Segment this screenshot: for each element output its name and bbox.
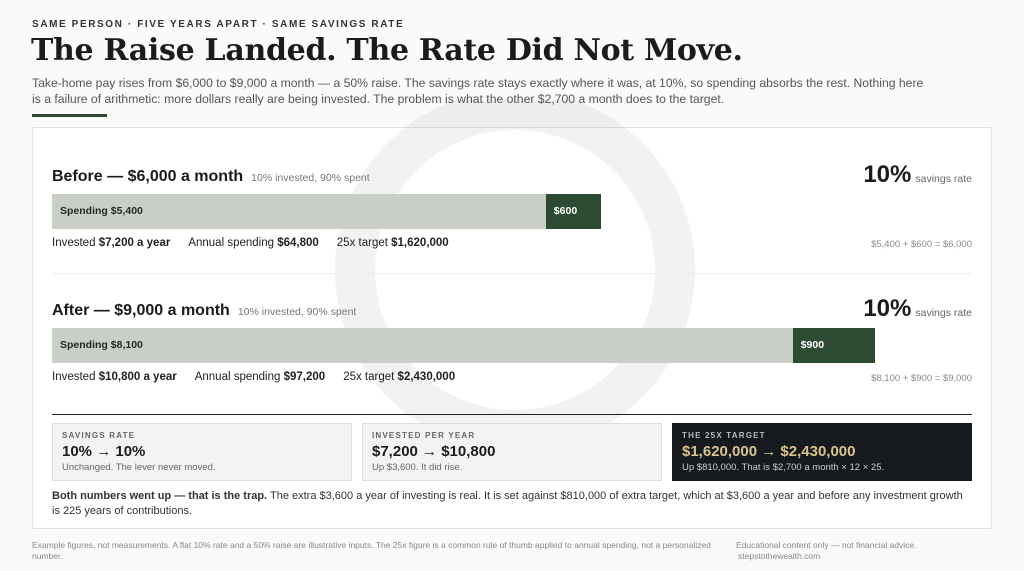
rate: 10% savings rate — [863, 295, 972, 323]
tile-note: Unchanged. The lever never moved. — [62, 462, 216, 473]
subtitle: Take-home pay rises from $6,000 to $9,00… — [32, 76, 924, 106]
stat-label: Invested — [52, 371, 96, 383]
panel-title: After — $9,000 a month 10% invested, 90% … — [52, 302, 356, 320]
panel-title-text: Before — $6,000 a month — [52, 168, 244, 185]
tile-note: Up $3,600. It did rise. — [372, 462, 463, 473]
stat-value: $97,200 — [283, 371, 326, 383]
stat-value: $1,620,000 — [391, 237, 449, 249]
rate-value: 10% — [863, 295, 912, 322]
rate-value: 10% — [863, 161, 912, 188]
kicker: SAME PERSON · FIVE YEARS APART · SAME SA… — [32, 19, 405, 30]
tile-value: $1,620,000 → $2,430,000 — [682, 443, 856, 460]
stat-value: $64,800 — [277, 237, 319, 249]
site: stepstothewealth.com — [738, 551, 821, 561]
stat-value: $2,430,000 — [397, 371, 456, 383]
stat-value: $10,800 a year — [98, 371, 177, 383]
rate: 10% savings rate — [863, 161, 972, 189]
segment-name: Spending — [60, 339, 108, 351]
bar-segment: $900 — [792, 328, 875, 363]
stat-tile: THE 25X TARGET $1,620,000 → $2,430,000 Up … — [672, 423, 972, 481]
summary: Both numbers went up — that is the trap.… — [52, 489, 972, 519]
disclaimer: Example figures, not measurements. A fla… — [32, 540, 711, 561]
stat-label: Invested — [52, 237, 96, 249]
stat-value: $7,200 a year — [98, 237, 171, 249]
bar-segment: $600 — [545, 194, 601, 229]
stat-label: 25x target — [336, 237, 388, 249]
tile-label: SAVINGS RATE — [62, 431, 136, 440]
tile-label: THE 25X TARGET — [682, 431, 766, 440]
title: The Raise Landed. The Rate Did Not Move. — [31, 33, 743, 68]
tile-value: 10% → 10% — [62, 443, 146, 460]
tile-value: $7,200 → $10,800 — [372, 443, 496, 460]
panel-title-text: After — $9,000 a month — [52, 302, 230, 319]
summary-lead: Both numbers went up — that is the trap. — [52, 490, 268, 502]
panel-note: 10% invested, 90% spent — [251, 172, 370, 184]
bar-segment: Spending $8,100 — [52, 328, 793, 363]
tile-label: INVESTED PER YEAR — [372, 431, 476, 440]
notice: Educational content only — not financial… — [736, 540, 917, 550]
rate-label: savings rate — [915, 307, 972, 319]
accent-rule — [32, 114, 107, 117]
segment-label: $900 — [800, 339, 825, 351]
segment-label: $5,400 — [110, 205, 143, 217]
stats: Invested $10,800 a year Annual spending $… — [52, 371, 473, 383]
stat-label: 25x target — [343, 371, 395, 383]
stat-tile: INVESTED PER YEAR $7,200 → $10,800 Up $3,6… — [362, 423, 662, 481]
stat-tile: SAVINGS RATE 10% → 10% Unchanged. The leve… — [52, 423, 352, 481]
panel-note: 10% invested, 90% spent — [237, 306, 357, 318]
stats: Invested $7,200 a year Annual spending $6… — [52, 237, 467, 249]
segment-label: $8,100 — [110, 339, 143, 351]
summary-text: The extra $3,600 a year of investing is … — [52, 490, 963, 517]
stat-label: Annual spending — [188, 237, 274, 249]
formula: $5,400 + $600 = $6,000 — [871, 239, 972, 250]
tile-note: Up $810,000. That is $2,700 a month × 12… — [682, 462, 885, 473]
watermark — [335, 100, 695, 440]
panel-title: Before — $6,000 a month 10% invested, 90%… — [52, 168, 370, 186]
stat-label: Annual spending — [194, 371, 281, 383]
separator — [52, 273, 972, 274]
formula: $8,100 + $900 = $9,000 — [871, 373, 972, 384]
rate-label: savings rate — [915, 173, 972, 185]
divider — [52, 414, 972, 415]
bar-segment: Spending $5,400 — [52, 194, 546, 229]
segment-label: $600 — [553, 205, 578, 217]
segment-name: Spending — [60, 205, 108, 217]
